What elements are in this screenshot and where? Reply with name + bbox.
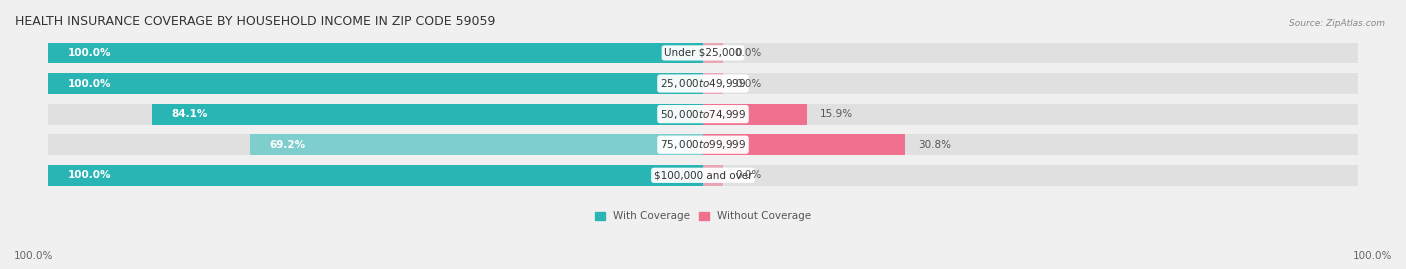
Bar	[48, 104, 1358, 125]
Bar	[48, 43, 703, 63]
Text: 30.8%: 30.8%	[918, 140, 950, 150]
Bar	[48, 73, 703, 94]
Text: $50,000 to $74,999: $50,000 to $74,999	[659, 108, 747, 121]
Text: 0.0%: 0.0%	[735, 170, 762, 180]
Bar	[703, 165, 723, 186]
Bar	[152, 104, 703, 125]
Bar	[703, 134, 905, 155]
Text: 100.0%: 100.0%	[67, 170, 111, 180]
Text: Under $25,000: Under $25,000	[664, 48, 742, 58]
Bar	[48, 165, 1358, 186]
Text: $75,000 to $99,999: $75,000 to $99,999	[659, 138, 747, 151]
Text: 15.9%: 15.9%	[820, 109, 853, 119]
Legend: With Coverage, Without Coverage: With Coverage, Without Coverage	[595, 211, 811, 221]
Bar	[48, 134, 1358, 155]
Text: 84.1%: 84.1%	[172, 109, 208, 119]
Bar	[703, 104, 807, 125]
Text: Source: ZipAtlas.com: Source: ZipAtlas.com	[1289, 19, 1385, 28]
Text: $25,000 to $49,999: $25,000 to $49,999	[659, 77, 747, 90]
Bar	[250, 134, 703, 155]
Bar	[703, 73, 723, 94]
Text: 0.0%: 0.0%	[735, 79, 762, 89]
Text: 100.0%: 100.0%	[14, 251, 53, 261]
Text: 100.0%: 100.0%	[67, 48, 111, 58]
Bar	[48, 73, 1358, 94]
Text: 0.0%: 0.0%	[735, 48, 762, 58]
Text: $100,000 and over: $100,000 and over	[654, 170, 752, 180]
Text: HEALTH INSURANCE COVERAGE BY HOUSEHOLD INCOME IN ZIP CODE 59059: HEALTH INSURANCE COVERAGE BY HOUSEHOLD I…	[15, 15, 495, 28]
Text: 100.0%: 100.0%	[1353, 251, 1392, 261]
Text: 69.2%: 69.2%	[269, 140, 305, 150]
Bar	[703, 43, 723, 63]
Bar	[48, 43, 1358, 63]
Text: 100.0%: 100.0%	[67, 79, 111, 89]
Bar	[48, 165, 703, 186]
